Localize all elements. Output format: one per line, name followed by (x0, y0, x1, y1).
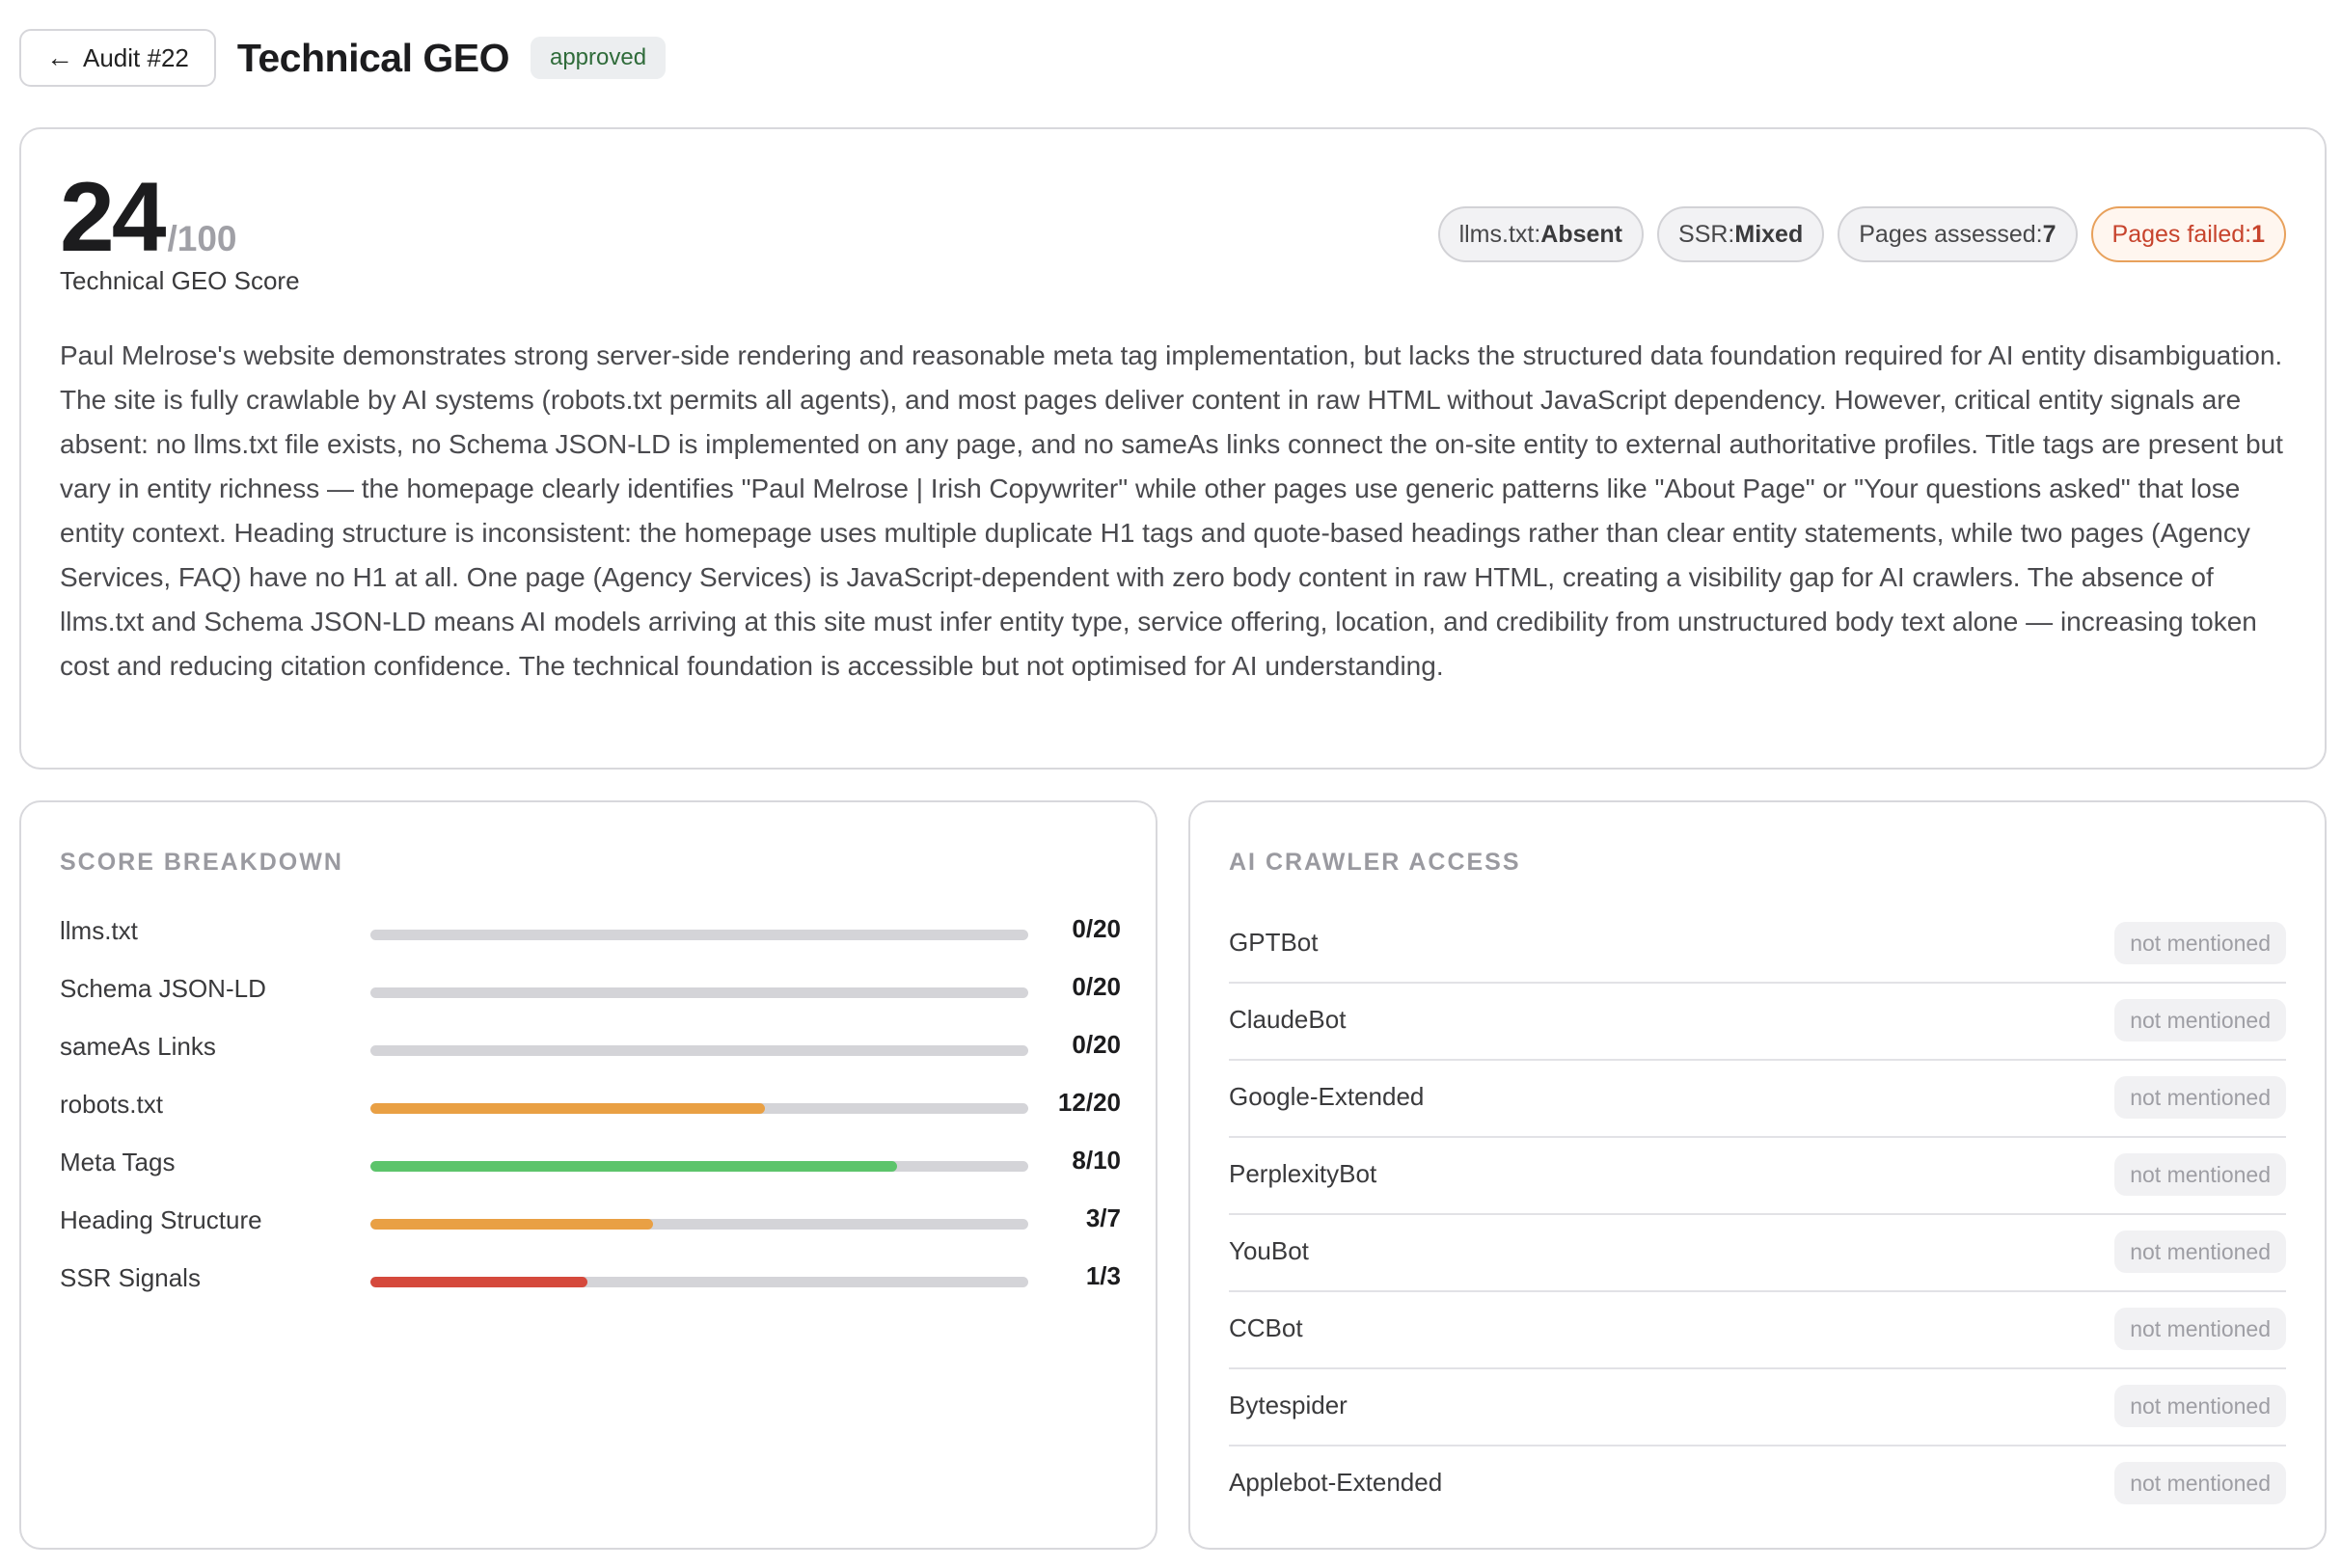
crawler-status-badge: not mentioned (2114, 1230, 2286, 1273)
crawler-name: Bytespider (1229, 1391, 1348, 1419)
llms-txt-pill: llms.txt: Absent (1437, 206, 1645, 262)
score-breakdown-card: SCORE BREAKDOWN llms.txt 0/20 Schema JSON-… (19, 800, 1157, 1550)
breakdown-label: sameAs Links (60, 1032, 216, 1061)
arrow-left-icon: ← (46, 42, 73, 72)
breakdown-value: 0/20 (1072, 914, 1121, 943)
breakdown-value: 1/3 (1085, 1261, 1121, 1290)
pill-label: Pages failed: (2111, 220, 2252, 248)
crawler-status-badge: not mentioned (2114, 1385, 2286, 1427)
pill-label: SSR: (1678, 220, 1735, 248)
crawler-name: Applebot-Extended (1229, 1468, 1443, 1497)
pill-label: Pages assessed: (1859, 220, 2043, 248)
crawler-name: CCBot (1229, 1313, 1303, 1342)
crawler-status-badge: not mentioned (2114, 1076, 2286, 1119)
pages-assessed-pill: Pages assessed: 7 (1838, 206, 2078, 262)
page-title: Technical GEO (236, 35, 510, 80)
crawler-row: Google-Extended not mentioned (1229, 1061, 2286, 1138)
crawler-row: Bytespider not mentioned (1229, 1369, 2286, 1446)
section-title: SCORE BREAKDOWN (60, 849, 343, 876)
crawler-name: PerplexityBot (1229, 1159, 1377, 1188)
breakdown-label: llms.txt (60, 916, 138, 945)
score-label: Technical GEO Score (60, 266, 300, 295)
breakdown-label: Meta Tags (60, 1148, 176, 1176)
crawler-status-badge: not mentioned (2114, 1308, 2286, 1350)
crawler-row: GPTBot not mentioned (1229, 906, 2286, 984)
breakdown-value: 0/20 (1072, 972, 1121, 1001)
breakdown-row: Schema JSON-LD 0/20 (60, 966, 1121, 1024)
score-display: 24 /100 (60, 168, 236, 266)
crawler-status-badge: not mentioned (2114, 999, 2286, 1041)
crawler-row: Applebot-Extended not mentioned (1229, 1446, 2286, 1524)
page-header: ← Audit #22 Technical GEO approved (19, 29, 667, 87)
breakdown-label: Schema JSON-LD (60, 974, 266, 1003)
crawler-name: ClaudeBot (1229, 1005, 1347, 1034)
breakdown-value: 8/10 (1072, 1146, 1121, 1175)
crawler-status-badge: not mentioned (2114, 1153, 2286, 1196)
section-title: AI CRAWLER ACCESS (1229, 849, 1521, 876)
crawler-row: PerplexityBot not mentioned (1229, 1138, 2286, 1215)
score-bar-fill (370, 1277, 588, 1287)
score-bar-track (370, 1161, 1028, 1172)
breakdown-label: robots.txt (60, 1090, 163, 1119)
breakdown-value: 3/7 (1085, 1203, 1121, 1232)
crawler-status-badge: not mentioned (2114, 1462, 2286, 1504)
pill-value: 7 (2042, 220, 2056, 248)
ai-crawler-access-card: AI CRAWLER ACCESS GPTBot not mentioned Cla… (1188, 800, 2327, 1550)
score-bar-track (370, 1103, 1028, 1114)
score-bar-track (370, 1277, 1028, 1287)
pill-label: llms.txt: (1458, 220, 1541, 248)
pages-failed-pill: Pages failed: 1 (2090, 206, 2286, 262)
crawler-list: GPTBot not mentioned ClaudeBot not mentione… (1229, 906, 2286, 1524)
score-bar-track (370, 987, 1028, 998)
crawler-status-badge: not mentioned (2114, 922, 2286, 964)
score-bar-fill (370, 1219, 654, 1230)
score-bar-track (370, 1219, 1028, 1230)
breakdown-list: llms.txt 0/20 Schema JSON-LD 0/20 sameAs Lin… (60, 908, 1121, 1313)
crawler-row: YouBot not mentioned (1229, 1215, 2286, 1292)
score-card: 24 /100 Technical GEO Score llms.txt: Ab… (19, 127, 2327, 770)
back-to-audit-button[interactable]: ← Audit #22 (19, 29, 216, 87)
status-badge: approved (530, 37, 667, 79)
back-button-label: Audit #22 (83, 42, 189, 72)
score-bar-track (370, 930, 1028, 940)
crawler-row: CCBot not mentioned (1229, 1292, 2286, 1369)
crawler-name: YouBot (1229, 1236, 1309, 1265)
breakdown-row: llms.txt 0/20 (60, 908, 1121, 966)
crawler-name: Google-Extended (1229, 1082, 1425, 1111)
score-bar-fill (370, 1103, 766, 1114)
breakdown-row: robots.txt 12/20 (60, 1082, 1121, 1140)
score-bar-track (370, 1045, 1028, 1056)
score-bar-fill (370, 1161, 897, 1172)
crawler-name: GPTBot (1229, 928, 1319, 957)
breakdown-value: 12/20 (1057, 1088, 1121, 1117)
crawler-row: ClaudeBot not mentioned (1229, 984, 2286, 1061)
breakdown-row: Heading Structure 3/7 (60, 1198, 1121, 1256)
score-max: /100 (167, 219, 237, 258)
breakdown-label: SSR Signals (60, 1263, 201, 1292)
summary-pills: llms.txt: Absent SSR: Mixed Pages assess… (1437, 206, 2286, 262)
breakdown-value: 0/20 (1072, 1030, 1121, 1059)
pill-value: 1 (2251, 220, 2265, 248)
ssr-pill: SSR: Mixed (1657, 206, 1825, 262)
pill-value: Mixed (1734, 220, 1804, 248)
breakdown-row: SSR Signals 1/3 (60, 1256, 1121, 1313)
breakdown-label: Heading Structure (60, 1205, 262, 1234)
audit-summary: Paul Melrose's website demonstrates stro… (60, 340, 2283, 681)
score-value: 24 (60, 162, 166, 272)
breakdown-row: sameAs Links 0/20 (60, 1024, 1121, 1082)
breakdown-row: Meta Tags 8/10 (60, 1140, 1121, 1198)
pill-value: Absent (1540, 220, 1623, 248)
